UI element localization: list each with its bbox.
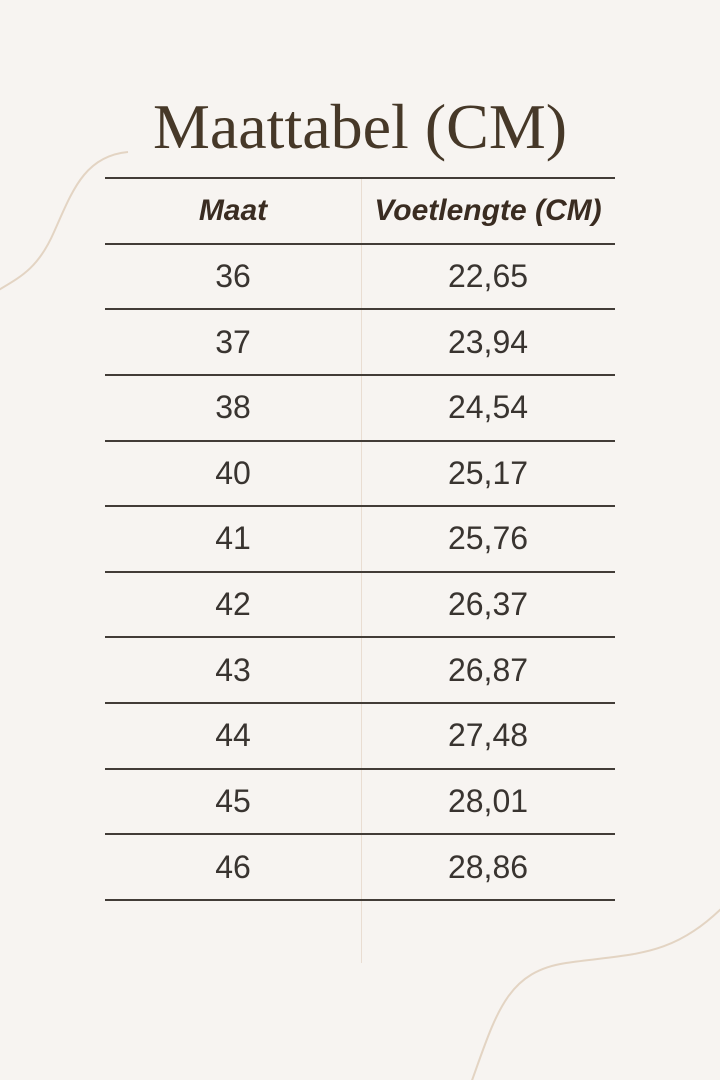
size-cell: 44: [215, 717, 251, 754]
size-cell: 42: [215, 586, 251, 623]
size-cell: 38: [215, 389, 251, 426]
table-row: 36 22,65: [105, 242, 615, 309]
foot-length-cell: 28,86: [447, 848, 529, 885]
table-row: 37 23,94: [105, 308, 615, 374]
table-row: 45 28,01: [105, 767, 615, 834]
foot-length-cell: 22,65: [447, 257, 529, 294]
foot-length-cell: 25,76: [447, 520, 529, 557]
table-header-row: Maat Voetlengte (CM): [105, 177, 615, 243]
decor-curve-top-left: [0, 151, 129, 291]
table-row: 43 26,87: [105, 636, 615, 702]
table-row: 42 26,37: [105, 570, 615, 637]
foot-length-cell: 26,37: [447, 586, 529, 623]
size-cell: 37: [215, 323, 251, 360]
size-cell: 36: [215, 257, 251, 294]
foot-length-cell: 24,54: [447, 389, 529, 426]
foot-length-cell: 28,01: [447, 782, 529, 819]
size-cell: 41: [215, 520, 251, 557]
table-row: 41 25,76: [105, 505, 615, 571]
size-cell: 45: [215, 782, 251, 819]
table-row: 44 27,48: [105, 702, 615, 768]
decor-curve-bottom-right: [471, 908, 720, 1080]
foot-length-cell: 25,17: [447, 454, 529, 491]
column-divider-line: [361, 177, 362, 963]
page-title: Maattabel (CM): [152, 91, 568, 162]
header-maat: Maat: [198, 193, 268, 227]
size-cell: 40: [215, 454, 251, 491]
foot-length-cell: 23,94: [447, 323, 529, 360]
header-voetlengte: Voetlengte (CM): [374, 193, 602, 227]
table-row: 46 28,86: [105, 833, 615, 899]
foot-length-cell: 26,87: [447, 651, 529, 688]
table-row: 40 25,17: [105, 439, 615, 506]
size-cell: 46: [215, 848, 251, 885]
size-table: Maat Voetlengte (CM) 36 22,65 37 23,94 3…: [105, 177, 615, 901]
size-cell: 43: [215, 651, 251, 688]
table-row: 38 24,54: [105, 373, 615, 440]
foot-length-cell: 27,48: [447, 717, 529, 754]
